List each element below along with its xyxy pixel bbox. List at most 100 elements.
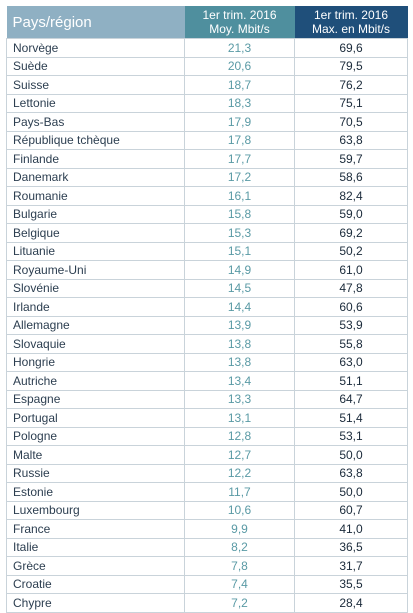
country-column-header: Pays/région (6, 6, 185, 39)
table-row: France 9,9 41,0 (6, 519, 408, 539)
max-speed-cell: 41,0 (294, 519, 408, 539)
table-row: Pays-Bas 17,9 70,5 (6, 112, 408, 132)
max-speed-cell: 60,7 (294, 501, 408, 520)
avg-speed-cell: 15,1 (184, 242, 295, 261)
table-row: Belgique 15,3 69,2 (6, 223, 408, 243)
max-speed-cell: 51,1 (294, 371, 408, 391)
avg-speed-cell: 13,4 (184, 371, 295, 391)
country-cell: Hongrie (6, 353, 185, 372)
avg-header-line2: Moy. Mbit/s (209, 22, 270, 36)
country-cell: Suisse (6, 75, 185, 95)
table-row: Bulgarie 15,8 59,0 (6, 205, 408, 224)
avg-speed-cell: 18,3 (184, 94, 295, 113)
country-cell: Danemark (6, 168, 185, 187)
table-row: Suisse 18,7 76,2 (6, 75, 408, 95)
country-cell: Italie (6, 538, 185, 557)
country-cell: Allemagne (6, 316, 185, 335)
avg-speed-cell: 17,9 (184, 112, 295, 132)
max-speed-cell: 35,5 (294, 575, 408, 594)
avg-speed-cell: 13,8 (184, 353, 295, 372)
avg-speed-cell: 7,4 (184, 575, 295, 594)
table-body: Norvège 21,3 69,6 Suède 20,6 79,5 Suisse 18,7 76… (6, 38, 408, 613)
country-cell: Pologne (6, 427, 185, 446)
table-row: Luxembourg 10,6 60,7 (6, 501, 408, 520)
avg-speed-cell: 13,1 (184, 408, 295, 428)
country-cell: Irlande (6, 297, 185, 317)
country-cell: Royaume-Uni (6, 260, 185, 280)
max-speed-cell: 51,4 (294, 408, 408, 428)
max-speed-cell: 75,1 (294, 94, 408, 113)
table-row: Russie 12,2 63,8 (6, 464, 408, 483)
max-speed-column-header: 1er trim. 2016 Max. en Mbit/s (294, 6, 408, 39)
avg-speed-cell: 15,3 (184, 223, 295, 243)
table-row: Allemagne 13,9 53,9 (6, 316, 408, 335)
country-cell: Pays-Bas (6, 112, 185, 132)
avg-speed-cell: 17,2 (184, 168, 295, 187)
max-speed-cell: 76,2 (294, 75, 408, 95)
country-cell: Lettonie (6, 94, 185, 113)
table-row: Slovaquie 13,8 55,8 (6, 334, 408, 354)
max-speed-cell: 69,2 (294, 223, 408, 243)
avg-speed-cell: 18,7 (184, 75, 295, 95)
table-row: Malte 12,7 50,0 (6, 445, 408, 465)
max-speed-cell: 50,2 (294, 242, 408, 261)
country-cell: Espagne (6, 390, 185, 409)
max-speed-cell: 47,8 (294, 279, 408, 298)
avg-speed-cell: 13,3 (184, 390, 295, 409)
table-row: Estonie 11,7 50,0 (6, 482, 408, 502)
table-row: Slovénie 14,5 47,8 (6, 279, 408, 298)
max-speed-cell: 82,4 (294, 186, 408, 206)
table-row: Finlande 17,7 59,7 (6, 149, 408, 169)
max-speed-cell: 31,7 (294, 556, 408, 576)
table-row: Irlande 14,4 60,6 (6, 297, 408, 317)
max-speed-cell: 50,0 (294, 482, 408, 502)
table-row: Chypre 7,2 28,4 (6, 593, 408, 613)
avg-speed-cell: 21,3 (184, 38, 295, 58)
max-speed-cell: 55,8 (294, 334, 408, 354)
max-speed-cell: 50,0 (294, 445, 408, 465)
country-cell: Belgique (6, 223, 185, 243)
country-cell: Norvège (6, 38, 185, 58)
country-cell: Croatie (6, 575, 185, 594)
max-speed-cell: 61,0 (294, 260, 408, 280)
table-row: Autriche 13,4 51,1 (6, 371, 408, 391)
country-cell: France (6, 519, 185, 539)
table-row: Portugal 13,1 51,4 (6, 408, 408, 428)
country-cell: Roumanie (6, 186, 185, 206)
avg-speed-cell: 20,6 (184, 57, 295, 76)
max-header-line2: Max. en Mbit/s (311, 22, 391, 36)
country-cell: Grèce (6, 556, 185, 576)
avg-speed-cell: 12,7 (184, 445, 295, 465)
avg-speed-cell: 13,8 (184, 334, 295, 354)
max-header-line1: 1er trim. 2016 (313, 8, 389, 22)
avg-speed-cell: 17,7 (184, 149, 295, 169)
avg-speed-cell: 12,8 (184, 427, 295, 446)
max-speed-cell: 63,8 (294, 131, 408, 150)
country-cell: Bulgarie (6, 205, 185, 224)
country-cell: Slovaquie (6, 334, 185, 354)
max-speed-cell: 53,1 (294, 427, 408, 446)
country-cell: Russie (6, 464, 185, 483)
avg-speed-cell: 8,2 (184, 538, 295, 557)
country-cell: Luxembourg (6, 501, 185, 520)
max-speed-cell: 64,7 (294, 390, 408, 409)
table-row: République tchèque 17,8 63,8 (6, 131, 408, 150)
avg-speed-cell: 7,8 (184, 556, 295, 576)
table-row: Lettonie 18,3 75,1 (6, 94, 408, 113)
max-speed-cell: 59,7 (294, 149, 408, 169)
avg-speed-cell: 16,1 (184, 186, 295, 206)
internet-speed-table: Pays/région 1er trim. 2016 Moy. Mbit/s 1… (6, 6, 408, 613)
table-row: Pologne 12,8 53,1 (6, 427, 408, 446)
max-speed-cell: 63,8 (294, 464, 408, 483)
country-cell: Suède (6, 57, 185, 76)
avg-header-line1: 1er trim. 2016 (202, 8, 277, 22)
country-cell: Portugal (6, 408, 185, 428)
avg-speed-cell: 10,6 (184, 501, 295, 520)
max-speed-cell: 58,6 (294, 168, 408, 187)
table-row: Suède 20,6 79,5 (6, 57, 408, 76)
avg-speed-cell: 14,9 (184, 260, 295, 280)
table-row: Roumanie 16,1 82,4 (6, 186, 408, 206)
table-row: Hongrie 13,8 63,0 (6, 353, 408, 372)
table-row: Danemark 17,2 58,6 (6, 168, 408, 187)
country-cell: République tchèque (6, 131, 185, 150)
